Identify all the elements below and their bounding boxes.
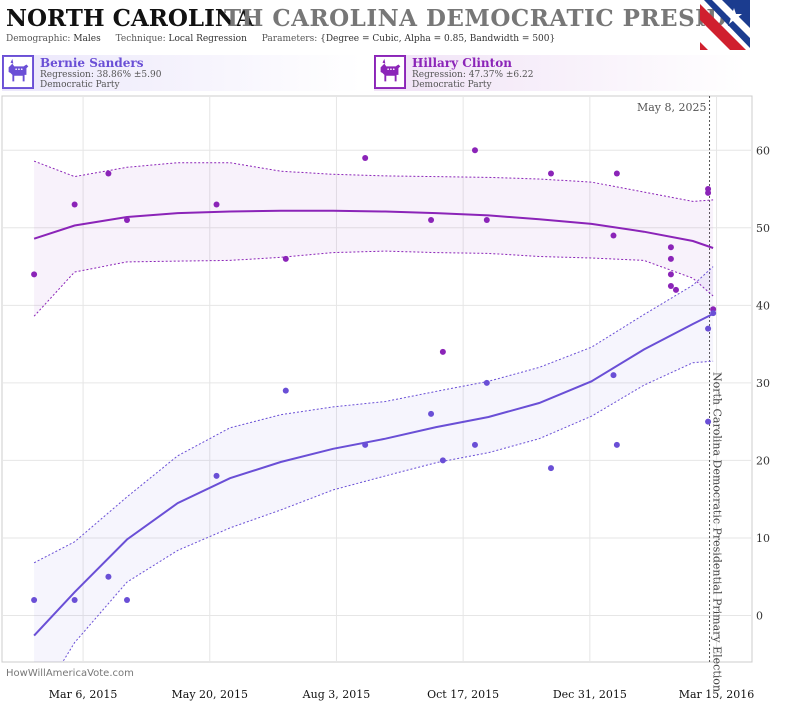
poll-point <box>667 282 674 289</box>
poll-point <box>610 372 617 379</box>
technique-value: Local Regression <box>168 34 247 44</box>
x-tick-label: Mar 15, 2016 <box>679 688 755 701</box>
poll-point <box>667 271 674 278</box>
candidate-legend: Bernie Sanders Regression: 38.86% ±5.90 … <box>0 53 789 93</box>
poll-point <box>483 217 490 224</box>
candidate-card-clinton[interactable]: Hillary Clinton Regression: 47.37% ±6.22… <box>374 55 746 91</box>
election-label: North Carolina Democratic Presidential P… <box>711 372 724 692</box>
poll-point <box>362 441 369 448</box>
poll-point <box>672 286 679 293</box>
meta-line: Demographic: Males Technique: Local Regr… <box>6 34 567 44</box>
plot-area <box>1 95 753 663</box>
poll-point <box>667 255 674 262</box>
candidate-party: Democratic Party <box>412 80 492 90</box>
poll-point <box>610 232 617 239</box>
poll-point <box>362 155 369 162</box>
poll-point <box>483 379 490 386</box>
poll-point <box>428 217 435 224</box>
poll-point <box>31 596 38 603</box>
confidence-band <box>34 161 714 317</box>
poll-point <box>439 457 446 464</box>
poll-point <box>471 147 478 154</box>
demographic-label: Demographic: <box>6 34 71 44</box>
poll-point <box>439 348 446 355</box>
poll-point <box>471 441 478 448</box>
demographic-value: Males <box>73 34 101 44</box>
poll-point <box>710 310 717 317</box>
confidence-band <box>34 266 714 662</box>
candidate-party: Democratic Party <box>40 80 120 90</box>
y-tick-label: 40 <box>756 299 770 312</box>
poll-point <box>705 325 712 332</box>
current-date-label: May 8, 2025 <box>637 101 707 114</box>
poll-point <box>547 465 554 472</box>
watermark: HowWillAmericaVote.com <box>6 668 134 679</box>
y-tick-label: 0 <box>756 609 763 622</box>
header: NORTH CAROLINA TH CAROLINA DEMOCRATIC PR… <box>0 0 789 50</box>
poll-point <box>71 201 78 208</box>
candidate-regression: Regression: 38.86% ±5.90 <box>40 70 162 80</box>
poll-point <box>613 170 620 177</box>
upper-bound-line <box>33 266 714 564</box>
regression-line <box>33 209 714 249</box>
x-tick-label: Dec 31, 2015 <box>553 688 627 701</box>
candidate-name: Bernie Sanders <box>40 56 144 70</box>
poll-point <box>124 596 130 603</box>
poll-point <box>105 170 112 177</box>
poll-point <box>282 387 289 394</box>
donkey-icon <box>2 55 34 89</box>
technique-label: Technique: <box>115 34 166 44</box>
flag-logo-icon <box>700 0 750 50</box>
x-tick-label: Oct 17, 2015 <box>427 688 499 701</box>
poll-point <box>213 201 220 208</box>
lower-bound-line <box>33 250 714 317</box>
parameters-value: {Degree = Cubic, Alpha = 0.85, Bandwidth… <box>320 34 556 44</box>
x-tick-label: May 20, 2015 <box>172 688 249 701</box>
candidate-name: Hillary Clinton <box>412 56 512 70</box>
poll-point <box>105 573 112 580</box>
x-tick-label: Aug 3, 2015 <box>302 688 371 701</box>
poll-point <box>282 255 289 262</box>
y-tick-label: 10 <box>756 532 770 545</box>
poll-point <box>613 441 620 448</box>
lower-bound-line <box>62 360 714 662</box>
poll-point <box>547 170 554 177</box>
y-tick-label: 20 <box>756 454 770 467</box>
upper-bound-line <box>33 160 714 202</box>
y-tick-label: 30 <box>756 377 770 390</box>
state-title: NORTH CAROLINA <box>6 5 254 32</box>
poll-point <box>667 244 674 251</box>
y-tick-label: 60 <box>756 144 770 157</box>
poll-point <box>71 596 78 603</box>
poll-point <box>124 217 130 224</box>
poll-point <box>705 186 712 193</box>
race-title: TH CAROLINA DEMOCRATIC PRESIDENTIAL PRIM… <box>224 5 750 32</box>
parameters-label: Parameters: <box>261 34 318 44</box>
poll-point <box>31 271 38 278</box>
candidate-card-sanders[interactable]: Bernie Sanders Regression: 38.86% ±5.90 … <box>2 55 362 91</box>
poll-point <box>428 410 435 417</box>
candidate-regression: Regression: 47.37% ±6.22 <box>412 70 534 80</box>
y-tick-label: 50 <box>756 222 770 235</box>
x-tick-label: Mar 6, 2015 <box>49 688 118 701</box>
regression-line <box>33 313 714 637</box>
donkey-icon <box>374 55 406 89</box>
poll-point <box>705 418 712 425</box>
poll-point <box>213 472 220 479</box>
